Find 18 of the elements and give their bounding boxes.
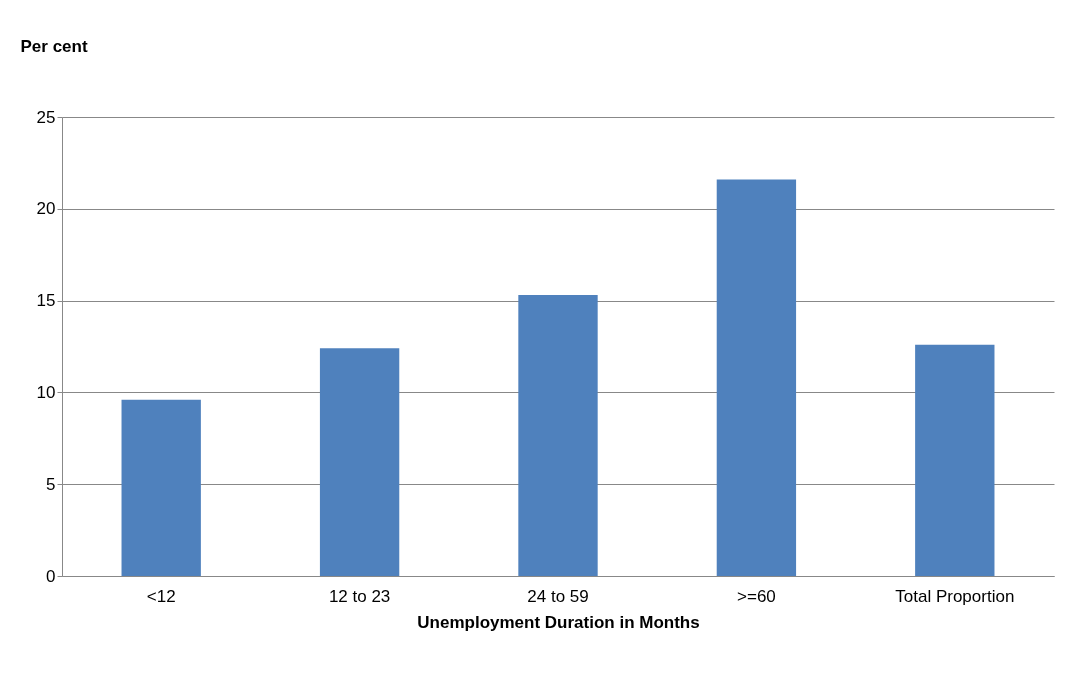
x-tick-label: 24 to 59: [527, 586, 589, 606]
y-tick-label: 5: [46, 474, 56, 494]
y-tick-label: 15: [36, 291, 56, 311]
bar: [716, 179, 797, 576]
x-tick-label: 12 to 23: [328, 586, 391, 606]
y-tick-label: 25: [36, 107, 56, 127]
x-tick-label: >=60: [737, 586, 776, 606]
x-axis-title: Unemployment Duration in Months: [417, 612, 700, 632]
bar: [518, 295, 598, 576]
bar: [915, 344, 995, 576]
y-tick-label: 0: [46, 566, 56, 586]
bar: [319, 348, 400, 576]
x-tick-label: Total Proportion: [895, 586, 1015, 606]
y-tick-label: 20: [36, 199, 56, 219]
y-axis-title: Per cent: [20, 36, 88, 56]
x-tick-label: <12: [146, 586, 176, 606]
y-tick-label: 10: [36, 382, 56, 402]
bar: [121, 399, 201, 576]
